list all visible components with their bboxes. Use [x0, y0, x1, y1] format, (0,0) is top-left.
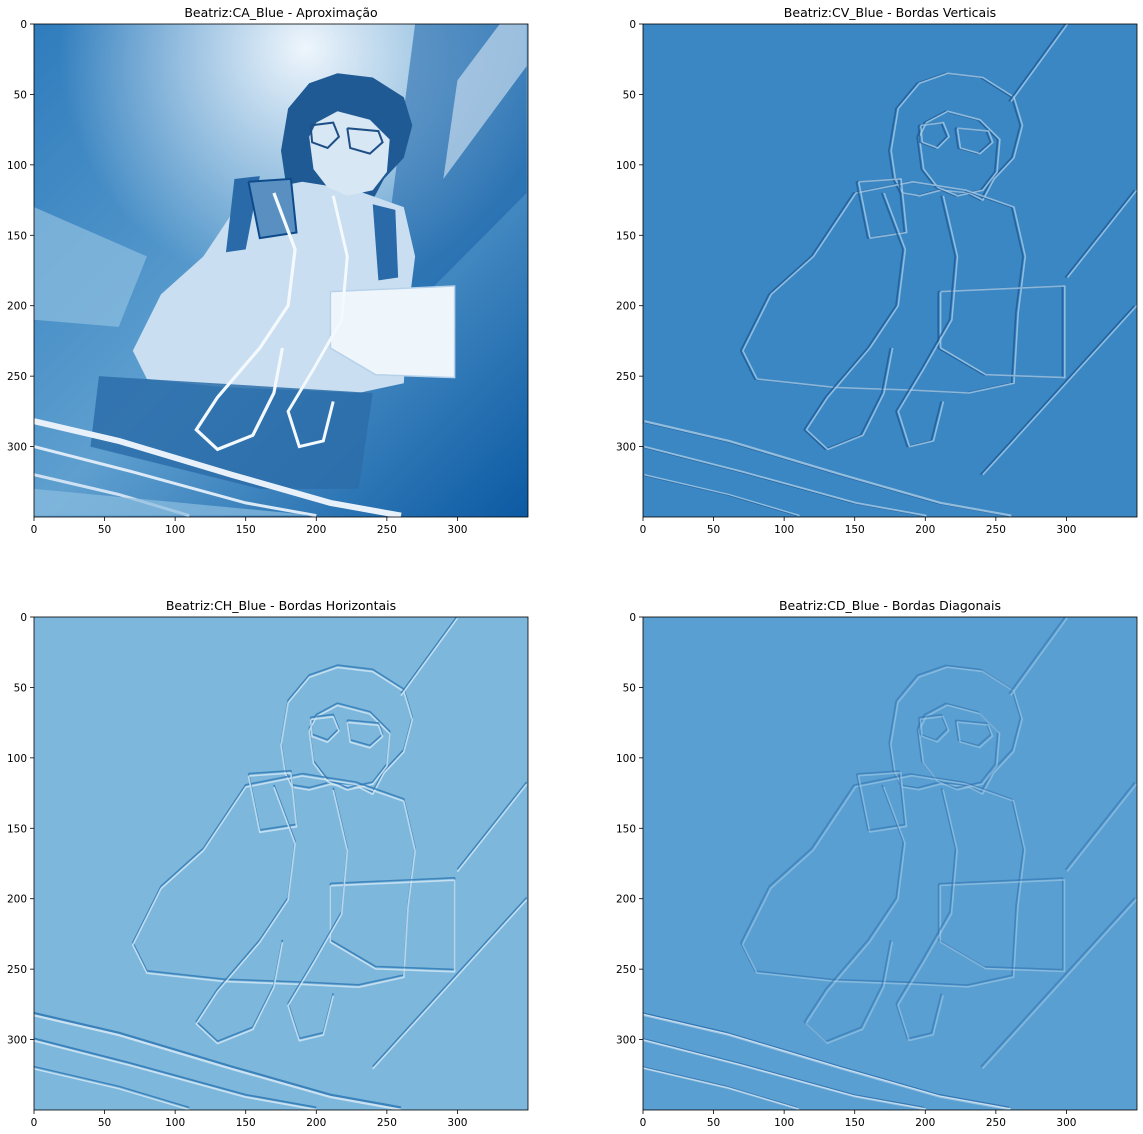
- x-tick-label: 300: [447, 1117, 467, 1129]
- subplot-4: Beatriz:CD_Blue - Bordas Diagonais 0 50 100…: [616, 598, 1138, 1129]
- y-tick-label: 150: [7, 230, 27, 242]
- x-tick-label: 200: [915, 524, 935, 536]
- y-tick-label: 300: [7, 1035, 27, 1047]
- y-tick-label: 150: [7, 823, 27, 835]
- y-tick-label: 50: [14, 682, 27, 694]
- x-tick-label: 150: [236, 1117, 256, 1129]
- x-tick-label: 250: [986, 524, 1006, 536]
- y-tick-label: 0: [20, 612, 27, 624]
- x-tick-label: 0: [31, 1117, 38, 1129]
- y-tick-label: 300: [616, 442, 636, 454]
- x-tick-label: 150: [845, 1117, 865, 1129]
- y-tick-label: 200: [7, 894, 27, 906]
- x-tick-label: 300: [447, 524, 467, 536]
- y-tick-label: 150: [616, 823, 636, 835]
- x-tick-label: 300: [1056, 524, 1076, 536]
- x-tick-label: 100: [774, 524, 794, 536]
- y-tick-label: 200: [616, 301, 636, 313]
- axes-frame: [642, 616, 1138, 1111]
- x-tick-label: 300: [1056, 1117, 1076, 1129]
- x-tick-label: 200: [306, 1117, 326, 1129]
- y-tick-label: 50: [14, 89, 27, 101]
- y-tick-label: 50: [623, 89, 636, 101]
- x-tick-label: 200: [915, 1117, 935, 1129]
- x-tick-label: 0: [640, 524, 647, 536]
- x-tick-label: 200: [306, 524, 326, 536]
- x-tick-label: 50: [98, 524, 111, 536]
- subplot-3: Beatriz:CH_Blue - Bordas Horizontais 0 50 1…: [7, 598, 529, 1129]
- x-tick-label: 150: [845, 524, 865, 536]
- subplot-title: Beatriz:CD_Blue - Bordas Diagonais: [779, 598, 1001, 613]
- axes-frame: [33, 23, 529, 518]
- y-tick-label: 0: [629, 19, 636, 31]
- y-tick-label: 300: [616, 1035, 636, 1047]
- y-tick-label: 100: [7, 160, 27, 172]
- x-tick-label: 0: [640, 1117, 647, 1129]
- y-tick-label: 0: [20, 19, 27, 31]
- x-tick-label: 100: [774, 1117, 794, 1129]
- image-2: [643, 24, 1137, 517]
- subplot-1: Beatriz:CA_Blue - Aproximação 0 50 100 150 20…: [7, 5, 529, 536]
- x-tick-label: 250: [377, 524, 397, 536]
- image-4: [643, 617, 1137, 1110]
- image-1: [34, 24, 528, 517]
- y-tick-label: 0: [629, 612, 636, 624]
- y-tick-label: 100: [7, 753, 27, 765]
- x-tick-label: 250: [377, 1117, 397, 1129]
- image-3: [34, 617, 528, 1110]
- y-tick-label: 250: [616, 964, 636, 976]
- subplot-title: Beatriz:CA_Blue - Aproximação: [184, 5, 377, 20]
- y-tick-label: 300: [7, 442, 27, 454]
- x-tick-label: 250: [986, 1117, 1006, 1129]
- y-tick-label: 250: [7, 964, 27, 976]
- x-tick-label: 50: [707, 1117, 720, 1129]
- y-tick-label: 200: [7, 301, 27, 313]
- x-tick-label: 150: [236, 524, 256, 536]
- y-tick-label: 100: [616, 753, 636, 765]
- x-tick-label: 0: [31, 524, 38, 536]
- y-tick-label: 150: [616, 230, 636, 242]
- axes-frame: [642, 23, 1138, 518]
- axes-frame: [33, 616, 529, 1111]
- x-tick-label: 100: [165, 1117, 185, 1129]
- y-tick-label: 250: [616, 371, 636, 383]
- y-tick-label: 200: [616, 894, 636, 906]
- subplot-title: Beatriz:CH_Blue - Bordas Horizontais: [166, 598, 396, 613]
- x-tick-label: 50: [98, 1117, 111, 1129]
- x-tick-label: 100: [165, 524, 185, 536]
- x-tick-label: 50: [707, 524, 720, 536]
- y-tick-label: 50: [623, 682, 636, 694]
- subplot-title: Beatriz:CV_Blue - Bordas Verticais: [784, 5, 996, 20]
- subplot-2: Beatriz:CV_Blue - Bordas Verticais 0 50 100…: [616, 5, 1138, 536]
- y-tick-label: 250: [7, 371, 27, 383]
- y-tick-label: 100: [616, 160, 636, 172]
